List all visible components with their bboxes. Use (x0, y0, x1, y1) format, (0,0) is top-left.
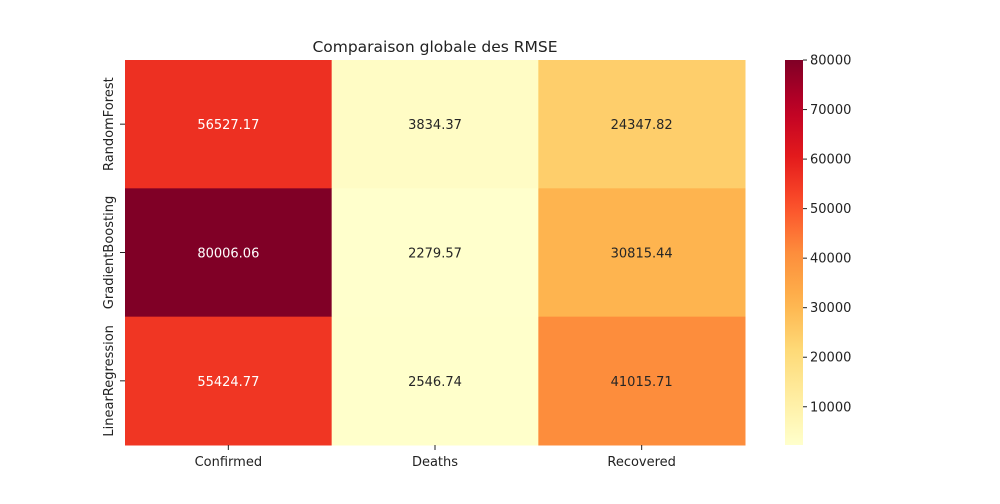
x-tick-label: Deaths (412, 455, 458, 470)
heatmap-cells: 56527.17 3834.37 24347.82 80006.06 2279.57 30… (125, 60, 746, 446)
y-tick-label: RandomForest (102, 77, 117, 171)
y-tick-label: LinearRegression (102, 325, 117, 437)
heatmap-cell (125, 316, 333, 446)
heatmap-cell (331, 60, 539, 189)
colorbar-gradient (785, 60, 803, 445)
colorbar-tick-label: 70000 (810, 103, 851, 118)
cell-value-label: 2546.74 (408, 375, 462, 390)
cell-value-label: 30815.44 (611, 247, 673, 262)
heatmap-cell (331, 316, 539, 446)
colorbar-ticks: 10000 20000 30000 40000 50000 60000 70000 80000 (803, 54, 851, 415)
colorbar-tick-label: 30000 (810, 301, 851, 316)
y-axis: RandomForest GradientBoosting LinearRegres… (102, 77, 125, 437)
x-tick-label: Recovered (607, 455, 676, 470)
chart-title: Comparaison globale des RMSE (312, 38, 557, 56)
cell-value-label: 2279.57 (408, 247, 462, 262)
colorbar-tick-label: 50000 (810, 202, 851, 217)
y-tick-label: GradientBoosting (102, 196, 117, 309)
heatmap-cell (538, 188, 746, 318)
colorbar-tick-label: 80000 (810, 54, 851, 69)
cell-value-label: 80006.06 (197, 247, 259, 262)
colorbar: 10000 20000 30000 40000 50000 60000 70000 80000 (785, 54, 851, 445)
cell-value-label: 56527.17 (197, 118, 259, 133)
colorbar-tick-label: 60000 (810, 153, 851, 168)
x-axis: Confirmed Deaths Recovered (195, 445, 676, 470)
colorbar-tick-label: 10000 (810, 400, 851, 415)
colorbar-tick-label: 40000 (810, 252, 851, 267)
x-tick-label: Confirmed (195, 455, 263, 470)
heatmap-cell (125, 188, 333, 318)
heatmap-cell (331, 188, 539, 318)
heatmap-cell (125, 60, 333, 189)
cell-value-label: 3834.37 (408, 118, 462, 133)
cell-value-label: 24347.82 (611, 118, 673, 133)
heatmap-cell (538, 60, 746, 189)
cell-value-label: 55424.77 (197, 375, 259, 390)
heatmap-cell (538, 316, 746, 446)
colorbar-tick-label: 20000 (810, 351, 851, 366)
cell-value-label: 41015.71 (611, 375, 673, 390)
